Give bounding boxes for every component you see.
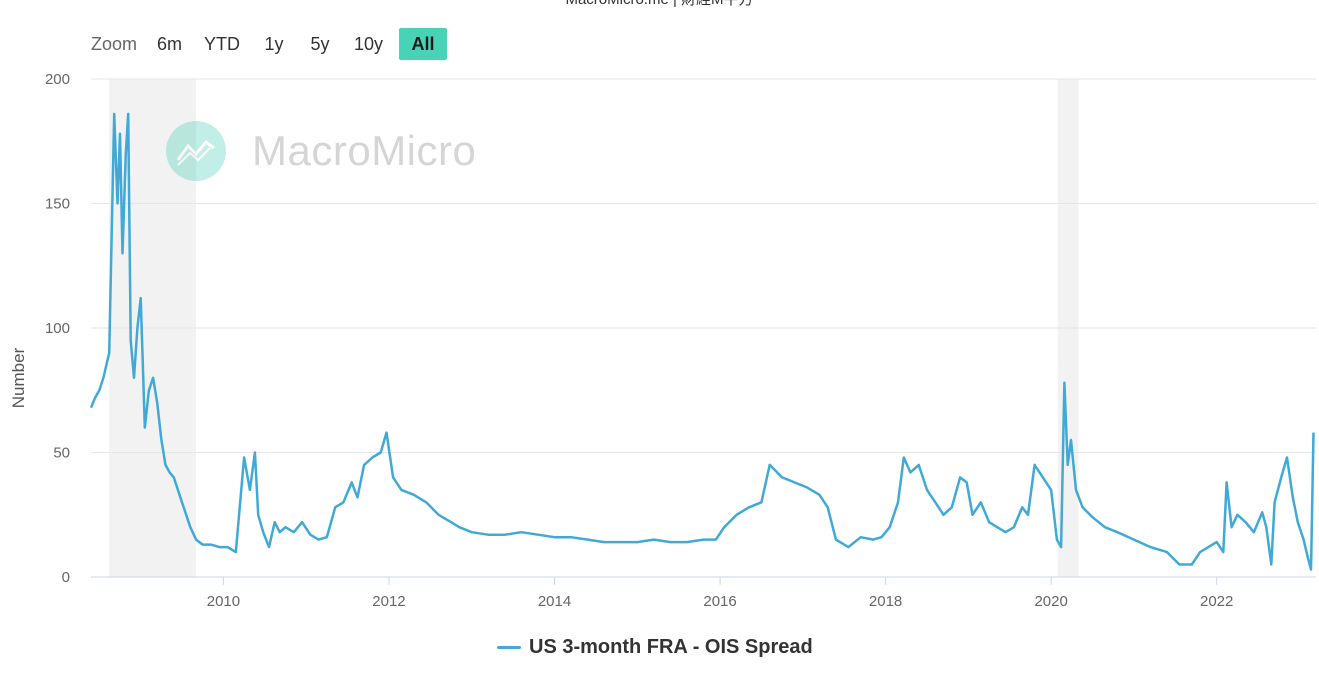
x-tick-label: 2016 xyxy=(703,593,736,610)
legend[interactable]: US 3-month FRA - OIS Spread xyxy=(497,636,813,659)
source-header: MacroMicro.me | 財經M平方 xyxy=(0,0,1319,9)
zoom-label: Zoom xyxy=(91,33,138,54)
x-tick-label: 2020 xyxy=(1034,593,1067,610)
zoom-all-button[interactable]: All xyxy=(399,28,448,60)
y-axis-title: Number xyxy=(9,347,28,408)
zoom-10y-button[interactable]: 10y xyxy=(354,34,384,54)
watermark-text: MacroMicro xyxy=(252,127,477,174)
y-axis-ticks: 0 50 100 150 200 xyxy=(45,71,70,586)
legend-swatch xyxy=(497,646,521,649)
x-axis-ticks: 2010 2012 2014 2016 2018 2020 2022 xyxy=(207,577,1233,610)
series-line-0[interactable] xyxy=(89,112,1315,571)
y-tick-label: 200 xyxy=(45,71,70,88)
watermark-logo-icon xyxy=(166,121,226,181)
x-tick-label: 2012 xyxy=(372,593,405,610)
y-tick-label: 150 xyxy=(45,196,70,213)
zoom-1y-button[interactable]: 1y xyxy=(264,34,284,54)
legend-label: US 3-month FRA - OIS Spread xyxy=(529,636,813,658)
x-tick-label: 2014 xyxy=(538,593,571,610)
y-tick-label: 100 xyxy=(45,320,70,337)
y-tick-label: 0 xyxy=(62,569,70,586)
zoom-ytd-button[interactable]: YTD xyxy=(204,34,241,54)
x-tick-label: 2022 xyxy=(1200,593,1233,610)
watermark: MacroMicro xyxy=(166,121,476,181)
x-tick-label: 2010 xyxy=(207,593,240,610)
gridlines xyxy=(91,78,1316,453)
x-tick-label: 2018 xyxy=(869,593,902,610)
zoom-6m-button[interactable]: 6m xyxy=(157,34,183,54)
y-tick-label: 50 xyxy=(53,445,70,462)
zoom-5y-button[interactable]: 5y xyxy=(310,34,330,54)
series-group xyxy=(89,112,1315,571)
zoom-bar: Zoom 6m YTD 1y 5y 10y All xyxy=(91,28,457,60)
